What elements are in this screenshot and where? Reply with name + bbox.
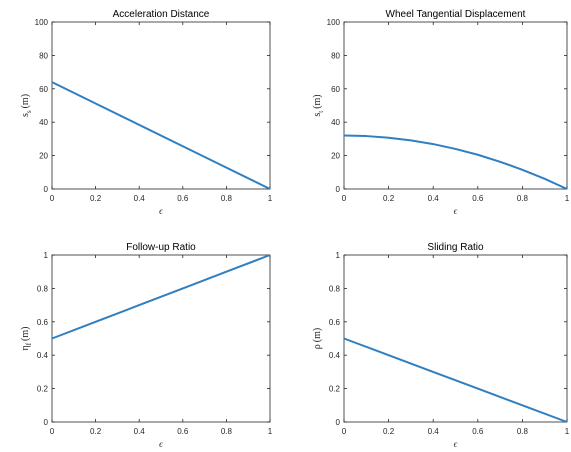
- x-tick-label: 0.6: [472, 427, 484, 436]
- y-axis-label-unit: (m): [20, 326, 31, 340]
- y-tick-label: 80: [331, 51, 340, 60]
- axes-box: [343, 21, 568, 190]
- x-tick-label: 0.2: [90, 194, 102, 203]
- x-tick-label: 1: [565, 194, 570, 203]
- y-tick-label: 100: [35, 18, 49, 27]
- x-tick-label: 0.6: [177, 427, 189, 436]
- y-axis-label-unit: (m): [312, 328, 323, 342]
- axes-box: [51, 21, 271, 190]
- y-tick-label: 0.8: [329, 284, 341, 293]
- subplot-2: 0 0.2 0.4 0.6 0.8 1 0 20 40 60 80 100 Wheel Tangenti…: [312, 9, 570, 216]
- y-axis-label-symbol: s: [312, 113, 323, 117]
- x-tick-label: 0.8: [221, 427, 233, 436]
- y-tick-label: 0: [336, 418, 341, 427]
- y-axis-label-symbol: η: [20, 345, 31, 350]
- y-tick-label: 1: [44, 251, 49, 260]
- y-axis-label-symbol: ρ: [312, 344, 323, 349]
- x-tick-label: 0: [342, 427, 347, 436]
- x-axis-label: ϵ: [159, 206, 163, 216]
- y-tick-label: 20: [331, 152, 340, 161]
- y-tick-label: 40: [39, 118, 48, 127]
- series-line-1: [343, 337, 568, 423]
- y-tick-label: 0.6: [329, 318, 341, 327]
- x-tick-label: 1: [268, 427, 273, 436]
- x-tick-label: 0.4: [134, 194, 146, 203]
- y-tick-label: 0.4: [329, 351, 341, 360]
- axes-box: [343, 254, 568, 423]
- subplot-3: 0 0.2 0.4 0.6 0.8 1 0 0.2 0.4 0.6 0.8 1 Follow-up Ra…: [20, 242, 273, 449]
- y-axis-label: st (m): [312, 94, 325, 116]
- x-tick-label: 0.6: [177, 194, 189, 203]
- y-tick-label: 1: [336, 251, 341, 260]
- y-tick-label: 0.4: [37, 351, 49, 360]
- y-tick-label: 80: [39, 51, 48, 60]
- x-tick-label: 0.2: [383, 194, 395, 203]
- series-line-1: [343, 134, 568, 190]
- chart-title: Follow-up Ratio: [126, 242, 196, 253]
- y-axis-label-subscript: s: [25, 110, 33, 113]
- y-tick-label: 0: [336, 185, 341, 194]
- x-axis-label: ϵ: [454, 206, 458, 216]
- x-tick-label: 0.2: [90, 427, 102, 436]
- x-tick-label: 0.8: [517, 427, 529, 436]
- x-axis-label: ϵ: [454, 439, 458, 449]
- y-tick-label: 0.8: [37, 284, 49, 293]
- x-tick-label: 0.4: [134, 427, 146, 436]
- y-tick-label: 0.2: [329, 385, 341, 394]
- x-tick-label: 1: [268, 194, 273, 203]
- y-axis-label: ss(m): [20, 94, 33, 117]
- x-tick-label: 0: [50, 194, 55, 203]
- x-tick-label: 1: [565, 427, 570, 436]
- y-tick-label: 0: [44, 185, 49, 194]
- x-tick-label: 0.4: [428, 194, 440, 203]
- y-axis-label-subscript: t: [317, 111, 325, 113]
- y-axis-label: ρ (m): [312, 328, 323, 349]
- y-tick-label: 40: [331, 118, 340, 127]
- x-tick-label: 0: [50, 427, 55, 436]
- x-tick-label: 0.4: [428, 427, 440, 436]
- y-tick-label: 0: [44, 418, 49, 427]
- chart-title: Wheel Tangential Displacement: [386, 9, 526, 20]
- y-axis-label-symbol: s: [20, 113, 31, 117]
- chart-title: Sliding Ratio: [427, 242, 484, 253]
- y-tick-label: 0.2: [37, 385, 49, 394]
- y-tick-label: 100: [327, 18, 341, 27]
- y-tick-label: 0.6: [37, 318, 49, 327]
- x-tick-label: 0.2: [383, 427, 395, 436]
- series-line-1: [51, 254, 271, 340]
- x-tick-label: 0.8: [517, 194, 529, 203]
- series-line-1: [51, 81, 271, 190]
- y-tick-label: 60: [39, 85, 48, 94]
- axes-box: [51, 254, 271, 423]
- y-axis-label-unit: (m): [20, 94, 31, 108]
- subplot-1: 0 0.2 0.4 0.6 0.8 1 0 20 40 60 80 100 Acceleration D…: [20, 9, 273, 216]
- subplot-4: 0 0.2 0.4 0.6 0.8 1 0 0.2 0.4 0.6 0.8 1 Sliding Rati…: [312, 242, 570, 449]
- y-axis-label-unit: (m): [312, 94, 323, 108]
- x-axis-label: ϵ: [159, 439, 163, 449]
- x-tick-label: 0.8: [221, 194, 233, 203]
- y-axis-label: ηf (m): [20, 326, 33, 350]
- y-tick-label: 20: [39, 152, 48, 161]
- chart-title: Acceleration Distance: [113, 9, 210, 20]
- x-tick-label: 0.6: [472, 194, 484, 203]
- y-axis-label-subscript: f: [25, 342, 33, 345]
- y-tick-label: 60: [331, 85, 340, 94]
- x-tick-label: 0: [342, 194, 347, 203]
